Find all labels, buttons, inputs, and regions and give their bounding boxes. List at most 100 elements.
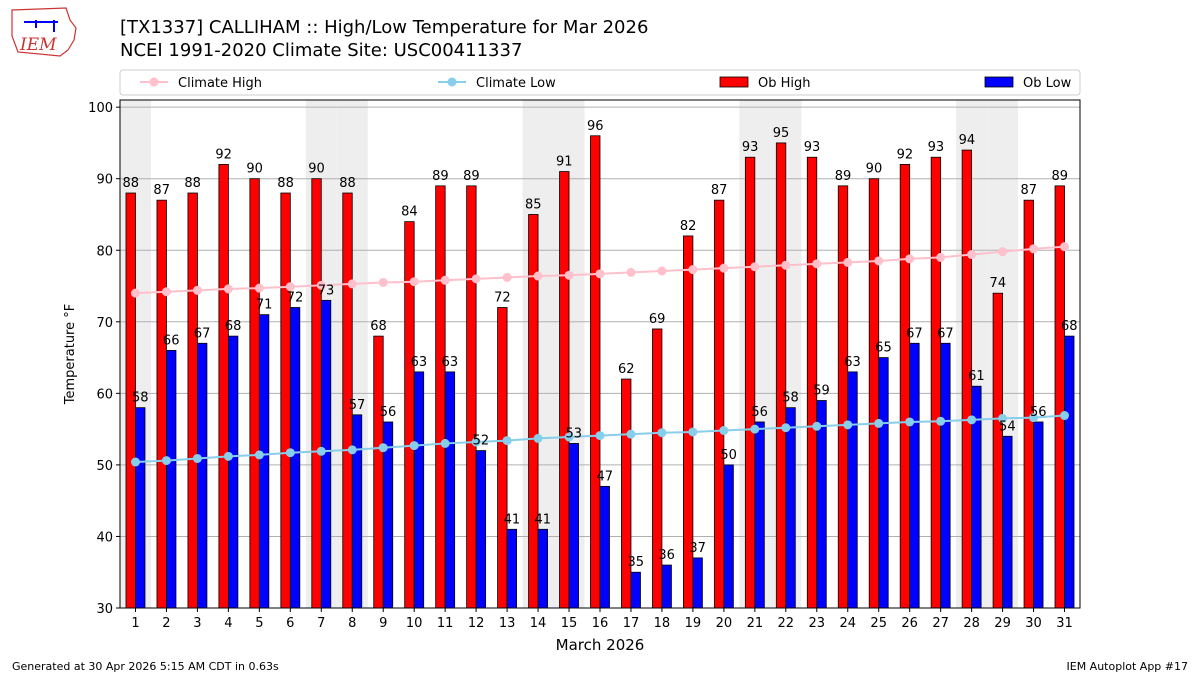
- y-tick-label: 90: [96, 173, 113, 188]
- climate-high-point: [347, 279, 357, 289]
- ob-high-label: 91: [556, 155, 573, 170]
- x-tick-label: 26: [901, 616, 918, 631]
- ob-low-bar: [940, 342, 951, 609]
- climate-high-point: [1060, 242, 1070, 252]
- climate-low-point: [347, 445, 357, 455]
- legend-ob-high-label: Ob High: [758, 76, 811, 91]
- climate-low-point: [750, 424, 760, 434]
- ob-low-bar: [227, 335, 239, 609]
- ob-low-label: 71: [256, 298, 273, 313]
- climate-high-point: [626, 267, 636, 277]
- x-tick-label: 13: [499, 616, 516, 631]
- ob-low-bar: [630, 571, 641, 609]
- ob-high-bar: [713, 199, 725, 609]
- ob-high-bar: [280, 192, 291, 609]
- y-tick-label: 100: [88, 101, 113, 116]
- climate-high-point: [750, 262, 760, 272]
- legend-ob-low-label: Ob Low: [1023, 76, 1072, 91]
- climate-low-point: [812, 421, 822, 431]
- ob-low-bar: [258, 314, 270, 609]
- ob-high-bar: [249, 178, 260, 609]
- climate-low-point: [502, 436, 512, 446]
- climate-high-point: [812, 259, 822, 269]
- x-tick-label: 31: [1056, 616, 1073, 631]
- ob-low-label: 47: [596, 469, 613, 484]
- ob-low-bar: [1033, 421, 1044, 609]
- ob-high-label: 89: [835, 169, 852, 184]
- ob-low-label: 61: [968, 369, 985, 384]
- x-tick-label: 22: [778, 616, 795, 631]
- ob-high-label: 87: [711, 183, 728, 198]
- ob-high-bar: [652, 328, 663, 609]
- ob-low-bar: [754, 421, 765, 609]
- ob-low-label: 59: [813, 384, 830, 399]
- ob-low-bar: [506, 528, 517, 609]
- climate-low-point: [998, 413, 1008, 423]
- ob-low-bar: [444, 371, 456, 609]
- ob-high-label: 89: [432, 169, 449, 184]
- legend-ob-high-swatch: [719, 76, 749, 88]
- x-tick-label: 15: [561, 616, 578, 631]
- climate-high-point: [936, 252, 946, 262]
- climate-high-point: [905, 254, 915, 264]
- x-tick-label: 24: [839, 616, 856, 631]
- ob-high-label: 90: [866, 162, 883, 177]
- ob-low-bar: [135, 407, 146, 609]
- ob-high-label: 92: [897, 147, 914, 162]
- climate-high-point: [440, 275, 450, 285]
- climate-high-point: [564, 270, 574, 280]
- climate-low-point: [719, 426, 729, 436]
- climate-high-point: [967, 250, 977, 260]
- climate-low-point: [967, 415, 977, 425]
- x-tick-label: 17: [623, 616, 640, 631]
- climate-low-point: [781, 423, 791, 433]
- plot-frame: [119, 99, 1081, 609]
- climate-high-point: [285, 282, 295, 292]
- climate-low-point: [254, 450, 264, 460]
- ob-high-label: 87: [1021, 183, 1038, 198]
- climate-high-point: [223, 284, 233, 294]
- ob-high-label: 72: [494, 290, 511, 305]
- ob-low-label: 56: [751, 405, 768, 420]
- climate-low-point: [192, 453, 202, 463]
- x-tick-label: 28: [963, 616, 980, 631]
- ob-high-label: 89: [1051, 169, 1068, 184]
- climate-low-point: [626, 429, 636, 439]
- ob-low-label: 37: [689, 541, 706, 556]
- x-tick-label: 10: [406, 616, 423, 631]
- ob-low-label: 73: [318, 283, 335, 298]
- chart-subtitle: NCEI 1991-2020 Climate Site: USC00411337: [120, 40, 523, 61]
- ob-low-label: 72: [287, 290, 304, 305]
- ob-low-bar: [568, 443, 579, 609]
- ob-high-label: 82: [680, 219, 697, 234]
- ob-high-label: 69: [649, 312, 666, 327]
- ob-low-bar: [847, 371, 858, 609]
- ob-low-bar: [197, 342, 208, 609]
- ob-high-bar: [868, 178, 880, 609]
- x-tick-label: 20: [716, 616, 733, 631]
- ob-low-label: 63: [411, 355, 428, 370]
- x-tick-label: 6: [286, 616, 294, 631]
- climate-high-point: [998, 247, 1008, 257]
- ob-high-label: 85: [525, 197, 542, 212]
- ob-low-bar: [785, 407, 796, 609]
- ob-high-bar: [187, 192, 198, 609]
- x-tick-label: 11: [437, 616, 454, 631]
- ob-high-label: 88: [339, 176, 356, 191]
- y-tick-label: 50: [96, 459, 113, 474]
- x-tick-label: 29: [994, 616, 1011, 631]
- climate-high-point: [130, 288, 140, 298]
- ob-low-bar: [475, 450, 487, 609]
- ob-high-bar: [497, 307, 508, 609]
- y-tick-label: 30: [96, 602, 113, 617]
- ob-high-bar: [435, 185, 446, 609]
- legend-climate-low-label: Climate Low: [476, 76, 556, 91]
- footer-generated: Generated at 30 Apr 2026 5:15 AM CDT in …: [12, 660, 279, 673]
- x-tick-label: 3: [193, 616, 201, 631]
- x-tick-label: 30: [1025, 616, 1042, 631]
- x-tick-label: 25: [870, 616, 887, 631]
- ob-low-label: 67: [906, 326, 923, 341]
- ob-low-label: 54: [999, 419, 1016, 434]
- climate-high-point: [409, 277, 419, 287]
- ob-low-bar: [909, 342, 920, 609]
